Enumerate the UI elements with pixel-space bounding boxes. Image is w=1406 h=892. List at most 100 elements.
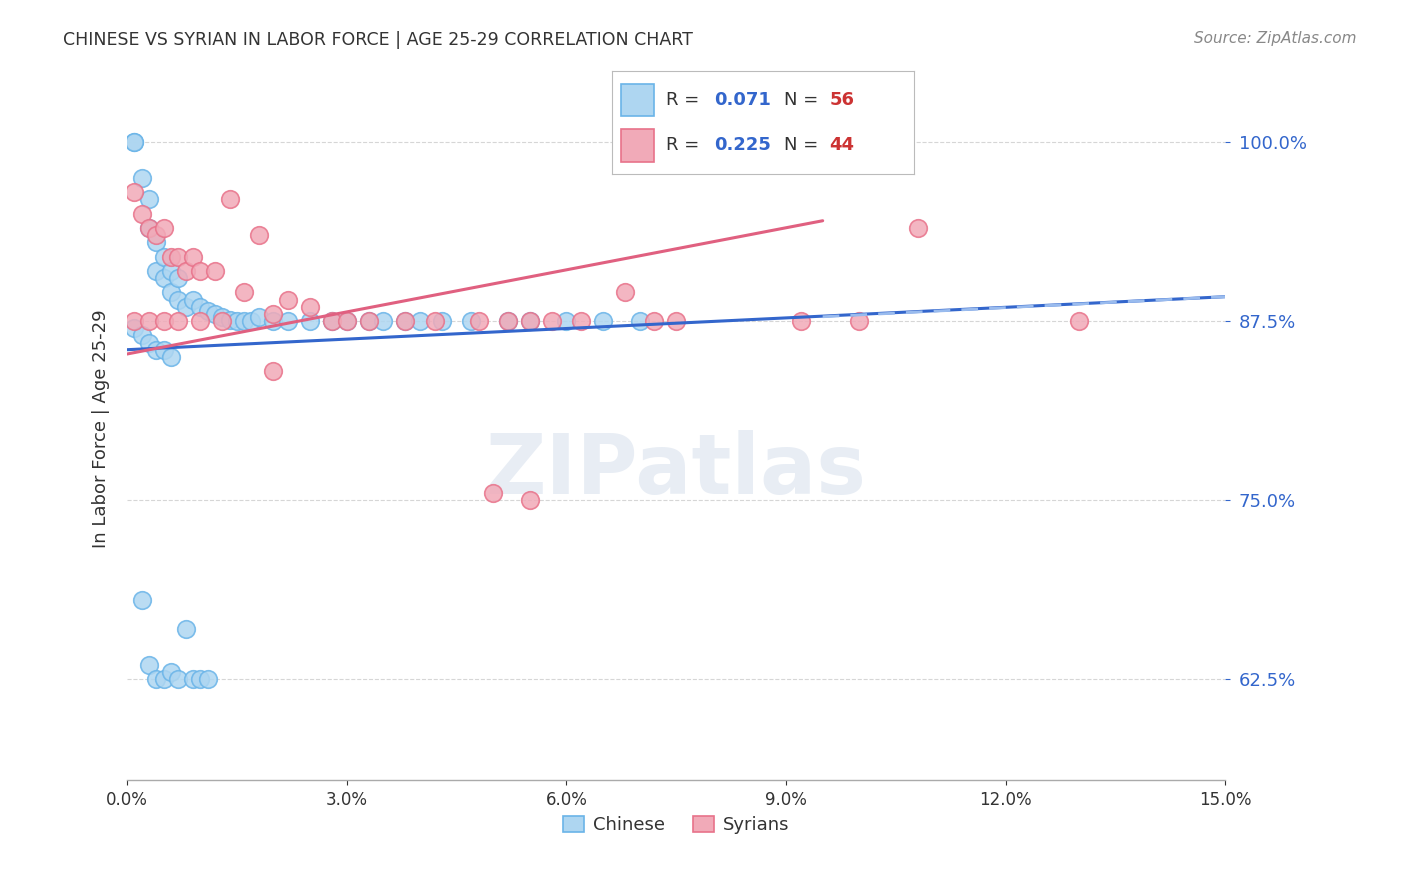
Point (174, 300, 197, 314)
Point (152, 314, 174, 328)
Bar (620, 84, 654, 117)
Point (204, 307, 226, 321)
Point (152, 271, 174, 285)
Point (262, 364, 284, 378)
Point (131, 170, 153, 185)
Point (321, 314, 343, 328)
Point (152, 220, 174, 235)
Point (181, 293, 204, 307)
Point (540, 314, 562, 328)
Text: CHINESE VS SYRIAN IN LABOR FORCE | AGE 25-29 CORRELATION CHART: CHINESE VS SYRIAN IN LABOR FORCE | AGE 2… (63, 31, 693, 49)
Point (131, 206, 153, 220)
Point (423, 314, 446, 328)
Point (145, 264, 167, 278)
Point (197, 304, 219, 318)
Point (555, 314, 578, 328)
Point (181, 673, 204, 687)
Point (569, 314, 592, 328)
Text: R =: R = (666, 91, 704, 109)
Point (613, 285, 636, 300)
Point (138, 657, 160, 672)
Text: N =: N = (785, 91, 824, 109)
Point (496, 314, 519, 328)
Point (373, 314, 395, 328)
Point (152, 250, 174, 264)
Point (430, 314, 453, 328)
Text: 56: 56 (830, 91, 855, 109)
Point (138, 192, 160, 206)
Point (204, 264, 226, 278)
Point (519, 314, 541, 328)
Point (460, 314, 482, 328)
Point (211, 310, 233, 324)
Point (138, 314, 160, 328)
Text: Source: ZipAtlas.com: Source: ZipAtlas.com (1194, 31, 1357, 46)
Text: ZIPatlas: ZIPatlas (485, 430, 866, 511)
Point (188, 314, 211, 328)
Point (643, 314, 665, 328)
Point (138, 220, 160, 235)
Point (167, 673, 190, 687)
Point (225, 314, 247, 328)
Point (496, 314, 519, 328)
Point (145, 673, 167, 687)
Point (277, 293, 299, 307)
Point (218, 192, 240, 206)
Point (138, 220, 160, 235)
Point (233, 285, 256, 300)
Text: 0.225: 0.225 (714, 136, 772, 154)
Point (188, 264, 211, 278)
Point (160, 350, 183, 364)
Point (131, 328, 153, 343)
Point (262, 307, 284, 321)
Point (167, 271, 190, 285)
Point (277, 314, 299, 328)
Point (394, 314, 416, 328)
Point (336, 314, 359, 328)
Point (789, 314, 811, 328)
Point (124, 185, 146, 199)
Point (167, 293, 190, 307)
Point (262, 314, 284, 328)
Point (233, 314, 256, 328)
Point (160, 285, 183, 300)
Point (482, 486, 505, 500)
Point (167, 314, 190, 328)
Point (299, 314, 322, 328)
Bar (620, 128, 654, 161)
Point (409, 314, 432, 328)
Point (152, 673, 174, 687)
Text: 0.071: 0.071 (714, 91, 772, 109)
Point (519, 314, 541, 328)
Text: R =: R = (666, 136, 704, 154)
Point (188, 673, 211, 687)
Point (124, 321, 146, 335)
Point (211, 314, 233, 328)
Text: 44: 44 (830, 136, 855, 154)
Point (592, 314, 614, 328)
Point (218, 312, 240, 326)
Point (357, 314, 380, 328)
Y-axis label: In Labor Force | Age 25-29: In Labor Force | Age 25-29 (93, 310, 110, 548)
Point (321, 314, 343, 328)
Point (160, 665, 183, 680)
Point (247, 228, 270, 243)
Point (665, 314, 688, 328)
Point (336, 314, 359, 328)
Point (174, 264, 197, 278)
Point (299, 300, 322, 314)
Point (628, 314, 651, 328)
Point (138, 335, 160, 350)
Point (124, 135, 146, 149)
Point (738, 156, 761, 170)
Point (174, 622, 197, 636)
Point (394, 314, 416, 328)
Point (188, 300, 211, 314)
Point (181, 250, 204, 264)
Point (1067, 314, 1090, 328)
Point (145, 228, 167, 243)
Point (197, 673, 219, 687)
Point (907, 220, 929, 235)
Point (467, 314, 489, 328)
Text: N =: N = (785, 136, 824, 154)
